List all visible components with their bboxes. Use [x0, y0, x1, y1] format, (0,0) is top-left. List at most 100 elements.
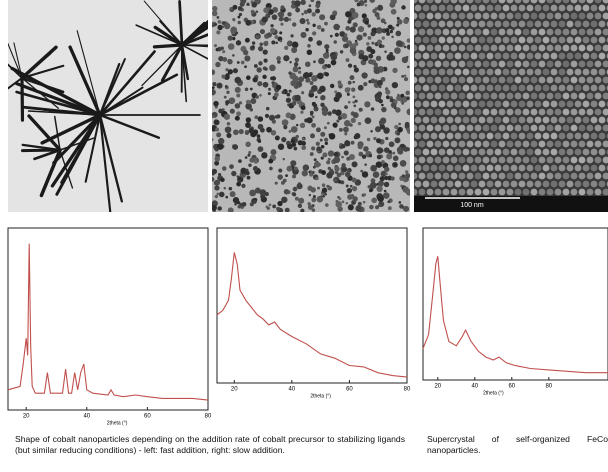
nanoparticle [327, 122, 330, 125]
nanoparticle [344, 150, 349, 155]
nanoparticle [381, 45, 384, 48]
sphere [563, 77, 570, 84]
sphere [571, 189, 578, 196]
sphere [411, 93, 418, 100]
nanoparticle [308, 171, 310, 173]
nanoparticle [218, 138, 224, 144]
sphere [503, 37, 510, 44]
sphere [475, 61, 482, 68]
nanoparticle [402, 174, 405, 177]
nanoparticle [216, 16, 219, 19]
nanoparticle [387, 201, 390, 204]
nanoparticle [262, 75, 266, 79]
sphere [467, 141, 474, 148]
nanoparticle [293, 23, 296, 26]
sphere [535, 101, 542, 108]
sphere [431, 85, 438, 92]
sphere [455, 5, 462, 12]
sphere [415, 37, 422, 44]
sphere [455, 165, 462, 172]
nanoparticle [335, 200, 338, 203]
sphere [531, 157, 538, 164]
sphere [451, 189, 458, 196]
sphere [475, 93, 482, 100]
sphere [427, 29, 434, 36]
sphere [551, 85, 558, 92]
nanoparticle [401, 102, 404, 105]
sphere [547, 45, 554, 52]
nanoparticle [322, 188, 327, 193]
sphere [571, 141, 578, 148]
sphere [499, 29, 506, 36]
sphere [567, 165, 574, 172]
nanoparticle [250, 88, 253, 91]
nanoparticle [279, 31, 282, 34]
sphere [575, 21, 582, 28]
nanoparticle [344, 140, 350, 146]
sphere [511, 5, 518, 12]
nanoparticle [328, 150, 334, 156]
nanoparticle [371, 198, 377, 204]
sphere [551, 69, 558, 76]
sphere [527, 69, 534, 76]
nanoparticle [263, 41, 268, 46]
x-tick-label: 20 [231, 387, 238, 393]
nanoparticle [308, 37, 313, 42]
nanoparticle [355, 40, 357, 42]
sphere [583, 101, 590, 108]
sphere [431, 37, 438, 44]
nanoparticle [399, 201, 402, 204]
nanoparticle [395, 31, 401, 37]
sphere [427, 157, 434, 164]
sphere [599, 149, 606, 156]
sphere [467, 157, 474, 164]
sphere [471, 85, 478, 92]
sphere [575, 53, 582, 60]
nanoparticle [272, 120, 276, 124]
nanoparticle [255, 95, 259, 99]
nanoparticle [353, 95, 356, 98]
sphere [543, 85, 550, 92]
sphere [551, 117, 558, 124]
nanoparticle [235, 87, 241, 93]
sphere [455, 53, 462, 60]
sphere [539, 93, 546, 100]
nanoparticle [374, 68, 380, 74]
sphere [503, 133, 510, 140]
nanoparticle [353, 65, 356, 68]
nanoparticle [249, 190, 256, 197]
sphere [459, 157, 466, 164]
sphere [467, 61, 474, 68]
sphere [411, 141, 418, 148]
sphere [483, 29, 490, 36]
nanoparticle [228, 69, 233, 74]
nanoparticle [391, 176, 395, 180]
nanoparticle [405, 173, 410, 178]
nanoparticle [388, 25, 393, 30]
sphere [451, 109, 458, 116]
sphere [423, 5, 430, 12]
nanoparticle [346, 185, 349, 188]
sphere [507, 93, 514, 100]
nanoparticle [406, 128, 409, 131]
sphere [599, 53, 606, 60]
nanoparticle [316, 196, 323, 203]
sphere [467, 77, 474, 84]
sphere [539, 61, 546, 68]
nanoparticle [215, 148, 219, 152]
nanoparticle [368, 36, 372, 40]
sphere [471, 101, 478, 108]
nanoparticle [373, 137, 376, 140]
sphere [463, 69, 470, 76]
sphere [563, 109, 570, 116]
sphere [523, 189, 530, 196]
sphere [567, 69, 574, 76]
sphere [539, 189, 546, 196]
nanoparticle [214, 23, 217, 26]
nanoparticle [392, 68, 397, 73]
nanoparticle [304, 119, 308, 123]
sphere [511, 21, 518, 28]
nanoparticle [238, 159, 242, 163]
sphere [583, 85, 590, 92]
sphere [519, 149, 526, 156]
